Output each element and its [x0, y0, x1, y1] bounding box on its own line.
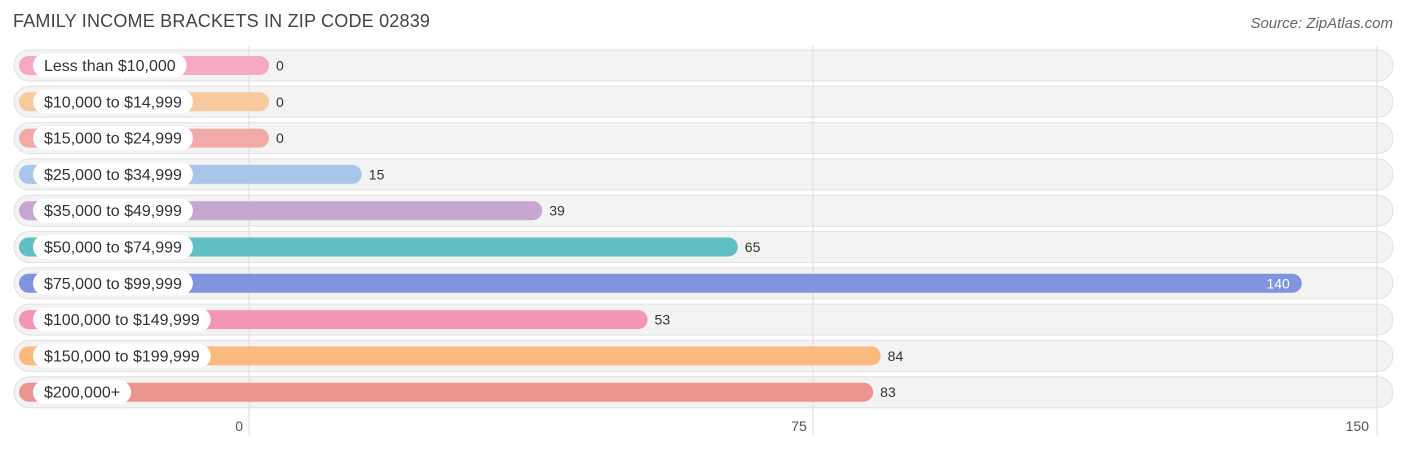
value-label: 65 [745, 239, 761, 255]
category-label: $25,000 to $34,999 [44, 167, 182, 184]
value-label: 0 [276, 130, 284, 146]
value-label: 0 [276, 58, 284, 74]
value-label: 83 [880, 384, 896, 400]
value-label: 39 [549, 203, 565, 219]
category-label: $100,000 to $149,999 [44, 312, 200, 329]
category-label: $15,000 to $24,999 [44, 131, 182, 148]
category-label: $10,000 to $14,999 [44, 94, 182, 111]
bar [19, 273, 1302, 293]
category-label-pill [33, 53, 187, 78]
tick-label: 150 [1346, 418, 1370, 434]
category-label-pill [33, 126, 193, 151]
category-label-pill [33, 271, 193, 296]
row-track [13, 122, 1394, 155]
category-label: $75,000 to $99,999 [44, 276, 182, 293]
value-label: 84 [888, 348, 904, 364]
row-track [13, 49, 1394, 82]
category-label-pill [33, 198, 193, 223]
category-label-pill [33, 162, 193, 187]
category-label: $200,000+ [44, 385, 120, 402]
value-label: 0 [276, 94, 284, 110]
category-label: $150,000 to $199,999 [44, 348, 200, 365]
row-track [13, 158, 1394, 191]
bar [19, 346, 881, 366]
category-label-pill [33, 307, 211, 332]
value-label: 140 [1266, 275, 1290, 291]
chart-source: Source: ZipAtlas.com [1250, 15, 1393, 32]
chart-title: FAMILY INCOME BRACKETS IN ZIP CODE 02839 [13, 11, 431, 31]
value-label: 53 [655, 312, 671, 328]
category-label-pill [33, 343, 211, 368]
category-label-pill [33, 380, 132, 405]
category-label: Less than $10,000 [44, 58, 176, 75]
value-label: 15 [369, 166, 385, 182]
bar [19, 382, 874, 402]
category-label-pill [33, 235, 193, 259]
category-label-pill [33, 89, 193, 114]
category-label: $50,000 to $74,999 [44, 240, 182, 257]
bar [19, 237, 738, 257]
tick-label: 75 [791, 418, 807, 434]
category-label: $35,000 to $49,999 [44, 203, 182, 220]
row-track [13, 85, 1394, 118]
tick-label: 0 [235, 418, 243, 434]
